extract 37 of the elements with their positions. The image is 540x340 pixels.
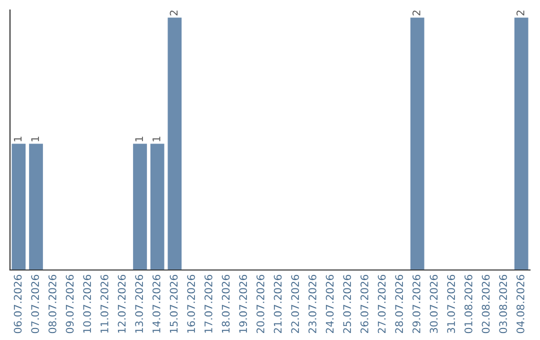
- x-tick-label: 27.07.2026: [378, 274, 386, 334]
- data-label: 1: [14, 136, 22, 142]
- x-tick-label: 12.07.2026: [118, 274, 126, 333]
- x-tick-label: 31.07.2026: [447, 274, 456, 334]
- data-label: 2: [170, 10, 178, 16]
- x-tick-label: 17.07.2026: [204, 274, 212, 333]
- data-label: 1: [135, 136, 143, 142]
- data-label: 2: [412, 10, 420, 16]
- x-tick-label: 07.07.2026: [31, 274, 40, 334]
- x-tick-label: 26.07.2026: [360, 274, 368, 334]
- x-tick-label: 18.07.2026: [222, 274, 230, 333]
- x-tick-label: 22.07.2026: [291, 274, 300, 334]
- x-tick-label: 10.07.2026: [83, 274, 92, 333]
- x-tick-label: 24.07.2026: [326, 274, 334, 334]
- x-tick-label: 04.08.2026: [516, 274, 524, 334]
- x-tick-label: 08.07.2026: [48, 274, 56, 334]
- x-tick-label: 23.07.2026: [308, 274, 316, 334]
- x-tick-label: 25.07.2026: [343, 274, 352, 334]
- x-tick-label: 28.07.2026: [395, 274, 404, 334]
- x-tick-label: 20.07.2026: [256, 274, 264, 334]
- x-tick-label: 01.08.2026: [464, 274, 472, 334]
- x-tick-label: 29.07.2026: [412, 274, 420, 334]
- x-tick-label: 06.07.2026: [14, 274, 22, 334]
- x-tick-label: 21.07.2026: [274, 274, 282, 334]
- x-tick-label: 13.07.2026: [135, 274, 144, 333]
- data-label: 1: [152, 136, 160, 142]
- data-label: 2: [516, 10, 524, 16]
- x-tick-label: 15.07.2026: [170, 274, 178, 333]
- x-tick-label: 16.07.2026: [187, 274, 196, 333]
- data-label: 1: [31, 136, 39, 142]
- x-tick-label: 30.07.2026: [430, 274, 438, 334]
- x-tick-label: 03.08.2026: [499, 274, 508, 334]
- x-tick-label: 11.07.2026: [100, 274, 108, 333]
- x-tick-label: 09.07.2026: [66, 274, 74, 334]
- x-tick-label: 19.07.2026: [239, 274, 248, 333]
- x-tick-label: 02.08.2026: [482, 274, 490, 334]
- x-tick-label: 14.07.2026: [152, 274, 160, 333]
